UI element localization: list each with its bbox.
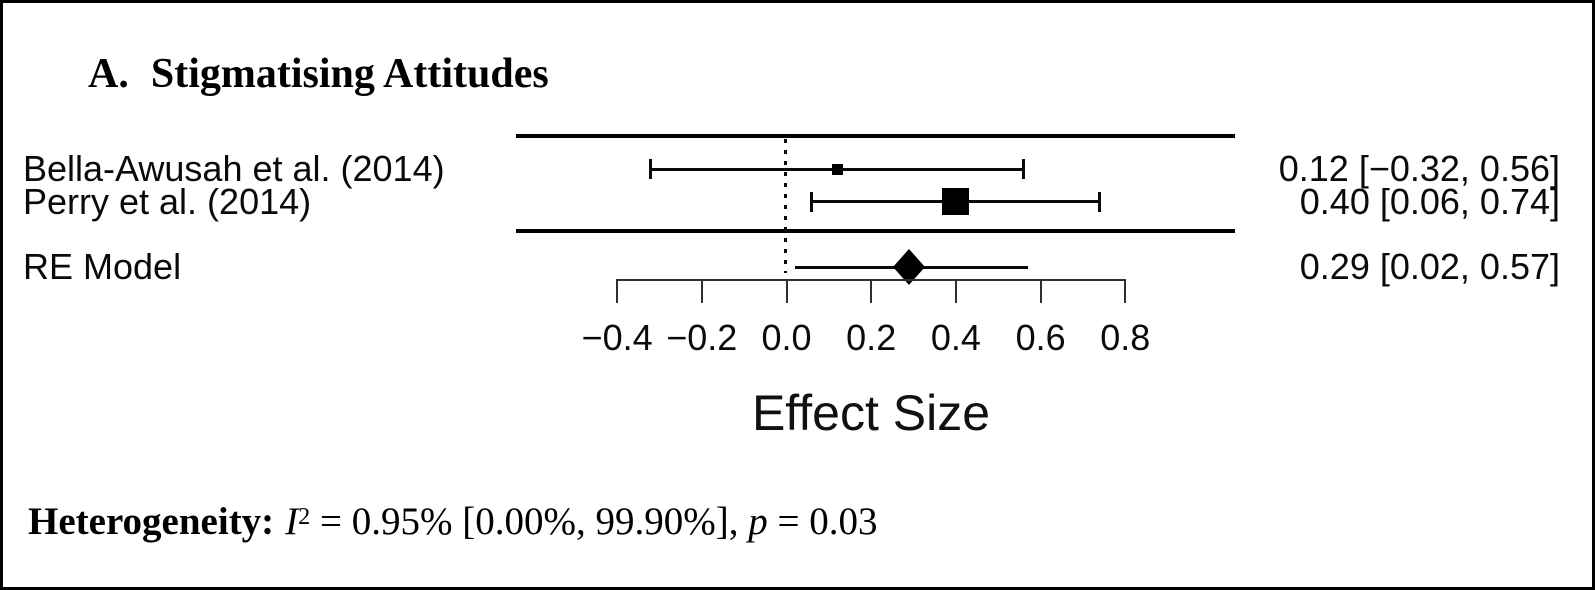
x-axis-tick-mark (954, 280, 957, 303)
heterogeneity-values: = 0.95% [0.00%, 99.90%], (310, 500, 749, 543)
point-estimate-square (942, 188, 970, 215)
summary-row-label: RE Model (23, 246, 182, 287)
study-row-label: Bella-Awusah et al. (2014) (23, 148, 445, 189)
x-axis-tick-label: 0.0 (761, 317, 812, 358)
ci-lower-cap (649, 159, 653, 179)
x-axis-tick-mark (870, 280, 873, 303)
summary-diamond (893, 249, 926, 285)
x-axis-tick-label: 0.2 (846, 317, 897, 358)
ci-upper-cap (1098, 191, 1102, 212)
heterogeneity-note: Heterogeneity: I2 = 0.95% [0.00%, 99.90%]… (28, 500, 877, 549)
zero-reference-dotted-line (784, 139, 787, 273)
study-estimate-text: 0.12 [−0.32, 0.56] (1278, 148, 1560, 189)
ci-lower-cap (810, 191, 814, 212)
x-axis-tick-mark (1124, 280, 1127, 303)
x-axis-tick-label: 0.8 (1100, 317, 1151, 358)
x-axis-tick-mark (1039, 280, 1042, 303)
x-axis-tick-mark (700, 280, 703, 303)
p-symbol: p (748, 500, 768, 543)
i-squared-exponent: 2 (298, 502, 311, 530)
panel-title-text: Stigmatising Attitudes (150, 51, 549, 97)
separator-line-top (516, 134, 1235, 138)
x-axis-label: Effect Size (751, 385, 991, 441)
panel-title: A. Stigmatising Attitudes (88, 53, 549, 95)
x-axis-tick-label: 0.6 (1015, 317, 1066, 358)
panel-title-prefix: A. (88, 51, 129, 97)
point-estimate-square (831, 163, 843, 175)
heterogeneity-prefix: Heterogeneity: (28, 500, 275, 543)
p-value: = 0.03 (767, 500, 878, 543)
x-axis-tick-mark (616, 280, 619, 303)
x-axis-tick-mark (785, 280, 788, 303)
study-estimate-text: 0.40 [0.06, 0.74] (1299, 180, 1560, 222)
i-squared-symbol: I (285, 500, 299, 543)
study-row-label: Perry et al. (2014) (23, 180, 312, 222)
x-axis-tick-label: −0.2 (666, 317, 738, 358)
summary-estimate-text: 0.29 [0.02, 0.57] (1299, 246, 1560, 287)
x-axis-tick-label: −0.4 (581, 317, 653, 358)
separator-line-summary (516, 229, 1235, 233)
x-axis-tick-label: 0.4 (930, 317, 981, 358)
ci-upper-cap (1022, 159, 1026, 179)
